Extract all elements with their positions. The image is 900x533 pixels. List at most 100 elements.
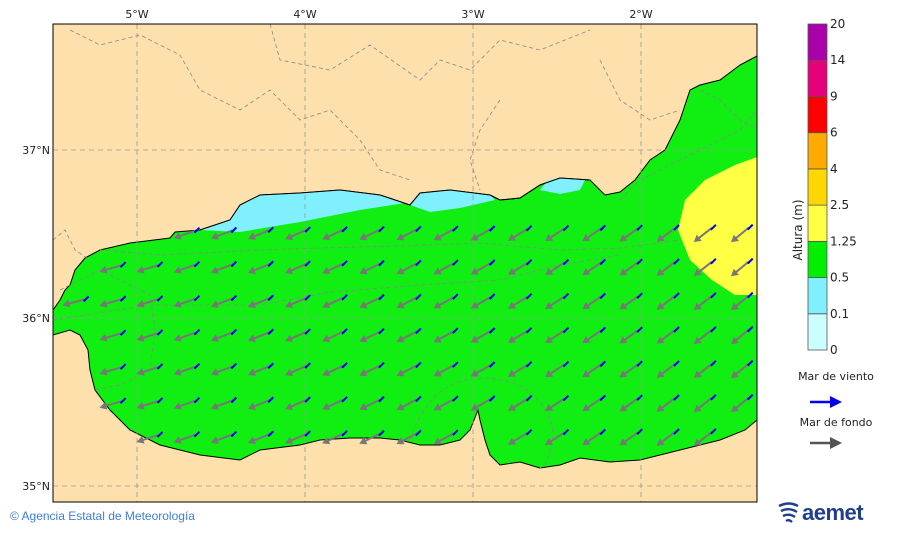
swell-arrow-head (210, 436, 219, 444)
wind-sea-arrow (230, 328, 238, 336)
wind-sea-arrow (747, 257, 754, 265)
swell-arrow-head (545, 267, 554, 276)
swell-arrow-head (582, 268, 591, 276)
wind-sea-arrow (747, 223, 754, 231)
swell-arrow-head (359, 369, 368, 377)
colorbar-tick-label: 2.5 (830, 198, 849, 212)
wind-sea-arrow (599, 360, 606, 368)
swell-arrow-head (396, 437, 405, 445)
wind-sea-arrow (156, 397, 164, 404)
wind-sea-arrow (341, 328, 348, 335)
wind-sea-arrow (636, 224, 643, 231)
wind-sea-arrow (747, 393, 754, 401)
wind-sea-arrow (304, 294, 311, 301)
wind-sea-arrow (378, 259, 385, 267)
colorbar-segment (807, 204, 828, 242)
wind-sea-arrow (415, 225, 422, 233)
swell-arrow-head (285, 300, 294, 309)
lon-label-3w: 3°W (461, 8, 484, 21)
wind-sea-arrow (341, 362, 348, 369)
swell-arrow-head (470, 335, 479, 343)
swell-arrow-head (693, 268, 702, 277)
swell-arrow-head (730, 268, 739, 277)
colorbar-tick-label: 0.1 (830, 307, 849, 321)
wind-sea-arrow (230, 362, 238, 370)
swell-arrow-head (285, 436, 294, 445)
swell-arrow-head (545, 437, 554, 446)
swell-arrow-head (173, 334, 182, 342)
swell-arrow-head (99, 333, 108, 342)
wind-sea-arrow (710, 224, 717, 231)
swell-arrow-head (285, 368, 294, 377)
swell-arrow-head (322, 334, 331, 343)
swell-arrow-head (730, 234, 739, 243)
wind-sea-arrow (230, 260, 238, 268)
wind-sea-arrow (525, 225, 533, 232)
wind-sea-arrow (267, 396, 274, 403)
wind-sea-arrow (452, 225, 459, 232)
colorbar-tick-label: 0 (830, 343, 838, 357)
wind-sea-arrow (562, 224, 570, 232)
wind-sea-arrow (230, 294, 238, 302)
swell-arrow-head (582, 234, 591, 242)
wind-sea-arrow (673, 428, 680, 435)
swell-arrow-head (507, 335, 516, 343)
swell-arrow-head (396, 267, 405, 275)
swell-arrow-head (247, 436, 256, 444)
swell-arrow-head (322, 266, 331, 275)
swell-arrow-head (99, 401, 108, 410)
swell-arrow-head (730, 302, 739, 311)
swell-arrow-head (693, 302, 702, 311)
wind-sea-arrow (562, 428, 570, 436)
colorbar-segment (807, 59, 828, 97)
coastline-north (199, 177, 591, 231)
swell-arrow-head (730, 404, 739, 413)
colorbar-tick-label: 20 (830, 17, 845, 31)
swell-arrow-head (470, 267, 479, 275)
swell-arrow-head (470, 403, 479, 411)
wind-sea-arrow (599, 292, 606, 300)
swell-arrow-head (656, 404, 665, 412)
swell-arrow-head (396, 335, 405, 343)
swell-arrow-head (396, 233, 405, 241)
swell-arrow-head (619, 438, 628, 446)
swell-arrow-head (545, 301, 554, 310)
swell-arrow-head (247, 334, 256, 342)
swell-arrow-head (693, 370, 702, 379)
lon-label-2w: 2°W (629, 8, 652, 21)
wind-sea-arrow (452, 327, 459, 334)
wind-sea-arrow (415, 361, 422, 369)
swell-arrow-head (507, 301, 516, 309)
wind-sea-arrow (525, 293, 533, 300)
wind-sea-arrow (341, 430, 348, 437)
swell-arrow-head (433, 233, 442, 241)
aemet-logo-text: aemet (802, 500, 864, 525)
wind-sea-arrow (452, 361, 459, 368)
colorbar-segment (807, 168, 828, 206)
swell-arrow-head (470, 301, 479, 309)
lon-label-4w: 4°W (293, 8, 316, 21)
swell-arrow-head (322, 402, 331, 411)
wind-sea-arrow (525, 429, 533, 436)
wind-sea-arrow (747, 325, 754, 333)
wind-sea-arrow (193, 431, 201, 438)
swell-arrow-head (693, 404, 702, 413)
swell-arrow-head (136, 436, 145, 444)
wind-sea-arrow (562, 258, 570, 266)
wind-sea-arrow (193, 329, 201, 336)
swell-arrow-head (173, 266, 182, 274)
wind-sea-arrow (562, 360, 570, 368)
swell-arrow-head (693, 336, 702, 345)
swell-arrow-head (619, 370, 628, 378)
wind-sea-arrow (599, 394, 606, 402)
wind-sea-arrow (156, 363, 164, 370)
wind-sea-arrow-icon (810, 396, 842, 408)
swell-arrow-head (173, 402, 182, 410)
wind-sea-arrow (562, 292, 570, 300)
wind-sea-arrow (599, 428, 606, 436)
swell-arrow-head (173, 300, 182, 308)
wind-sea-arrow (230, 226, 238, 234)
swell-arrow-head (619, 302, 628, 310)
yellow-zone (678, 157, 757, 295)
wind-sea-arrow (488, 361, 496, 368)
